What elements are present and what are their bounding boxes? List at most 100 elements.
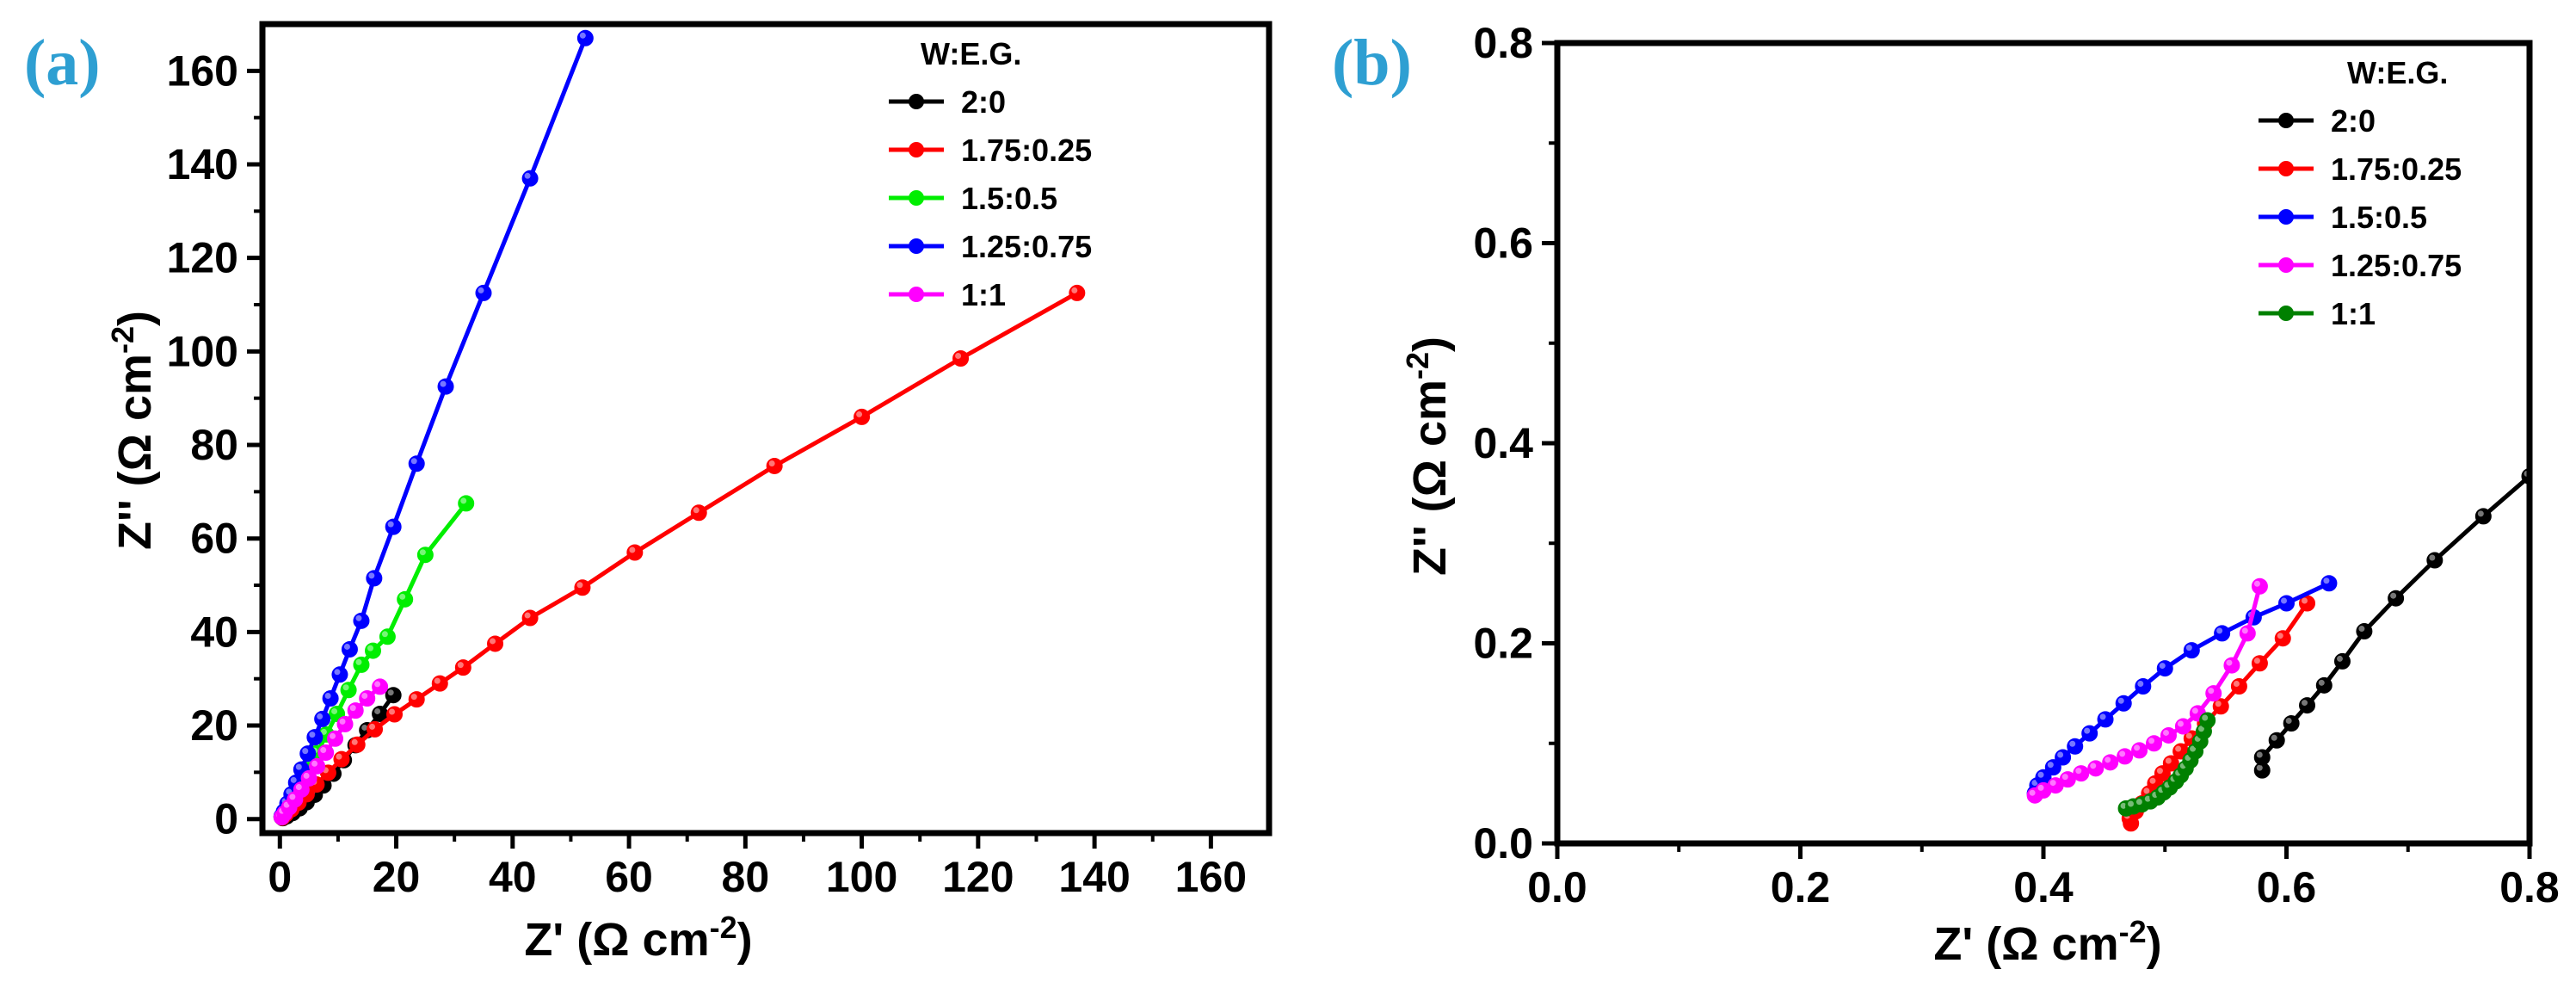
panel-a-data-point (359, 690, 376, 707)
panel-b-data-point (2146, 735, 2163, 752)
panel-b-data-point-highlight (2253, 580, 2260, 587)
panel-b-data-point (2223, 657, 2240, 674)
panel-a-data-point (364, 642, 381, 659)
panel-b-series-1-25-0-75 (2026, 577, 2268, 804)
panel-b-legend-swatch-marker (2278, 306, 2294, 321)
panel-b-data-point (2320, 575, 2338, 592)
panel-b-data-point-highlight (2197, 726, 2204, 732)
panel-a-data-point-highlight (303, 772, 310, 779)
panel-a-data-point (336, 715, 354, 732)
panel-b-data-point-highlight (2302, 700, 2308, 707)
panel-b-data-point-highlight (2075, 768, 2082, 775)
panel-b-data-point-highlight (2037, 771, 2044, 778)
panel-b: (b) 0.0 0.2 0.4 0.6 0.8 0.0 0.2 0.4 0.6 0.8 W:E.G… (1332, 19, 2560, 970)
panel-a-data-point-highlight (361, 724, 368, 731)
panel-b-data-point-highlight (2202, 714, 2209, 721)
panel-a-legend: W:E.G. 2:0 1.75:0.25 1.5:0.5 1.25:0.75 1:1 (889, 36, 1092, 312)
panel-b-data-point-highlight (2271, 734, 2277, 741)
panel-a-legend-label: 1:1 (961, 277, 1006, 312)
panel-b-data-point-highlight (2336, 655, 2343, 662)
panel-b-data-point-highlight (2318, 679, 2325, 686)
panel-b-legend-label: 2:0 (2331, 103, 2376, 139)
panel-a-data-point (309, 757, 326, 775)
panel-b-data-point (2117, 748, 2134, 765)
panel-b-data-point-highlight (2134, 744, 2141, 751)
panel-b-legend-label: 1.25:0.75 (2331, 248, 2462, 283)
panel-a-label: (a) (24, 27, 101, 99)
panel-a-data-point-highlight (399, 593, 406, 600)
panel-b-legend-label: 1.5:0.5 (2331, 200, 2427, 235)
panel-a-data-point (416, 546, 434, 564)
panel-a-data-point-highlight (478, 287, 484, 293)
panel-b-data-point-highlight (2037, 784, 2044, 791)
panel-a-y-tick-label: 60 (190, 515, 238, 563)
panel-b-data-point (2388, 590, 2405, 607)
panel-a-data-point-highlight (289, 793, 296, 800)
panel-a-data-point (1069, 284, 1086, 301)
panel-b-data-point (2299, 697, 2316, 714)
panel-b-data-point (2174, 718, 2191, 735)
panel-a-x-tick-label: 20 (373, 853, 421, 901)
panel-b-x-tick-label: 0.0 (1527, 863, 1587, 911)
panel-b-x-tick-label: 0.8 (2499, 863, 2560, 911)
panel-a-data-point-highlight (290, 776, 297, 783)
panel-a-data-point-highlight (302, 748, 309, 755)
panel-b-data-point-highlight (2137, 680, 2144, 687)
panel-b-data-point-highlight (2191, 707, 2198, 714)
panel-b-data-point (2356, 623, 2373, 640)
panel-b-y-tick-label: 0.2 (1473, 620, 1533, 668)
panel-a-x-tick-label: 40 (489, 853, 537, 901)
panel-b-data-point-highlight (2090, 763, 2097, 769)
panel-a-data-point (367, 720, 384, 738)
panel-b-data-point-highlight (2277, 633, 2283, 639)
panel-a-data-point (353, 656, 370, 673)
panel-b-label: (b) (1332, 27, 1412, 99)
panel-a-data-point (766, 457, 783, 474)
panel-b-legend-swatch-marker (2278, 113, 2294, 128)
panel-a-data-point (626, 544, 644, 561)
panel-a-data-point (385, 687, 402, 704)
panel-a-data-point-highlight (311, 760, 318, 767)
panel-a-legend-label: 1.5:0.5 (961, 181, 1057, 216)
panel-b-y-axis-label: Z'' (Ω cm-2) (1400, 337, 1457, 576)
panel-b-data-point (2156, 660, 2173, 677)
panel-a-data-point (385, 518, 402, 535)
panel-a-data-point-highlight (331, 707, 338, 714)
panel-a-data-point-highlight (381, 631, 388, 638)
panel-a-data-point (322, 690, 339, 707)
panel-a-data-point-highlight (576, 582, 583, 589)
panel-a-legend-label: 1.75:0.25 (961, 133, 1092, 168)
panel-a-data-point-highlight (387, 521, 394, 528)
panel-a-data-point (386, 706, 404, 723)
panel-a-data-point-highlight (419, 549, 426, 556)
panel-a-data-point-highlight (440, 380, 447, 387)
panel-a-data-point-highlight (361, 693, 368, 700)
panel-a-data-point-highlight (339, 718, 346, 725)
panel-b-data-point-highlight (2084, 727, 2091, 734)
panel-a-data-point-highlight (295, 763, 302, 770)
panel-a-data-point-highlight (367, 645, 373, 651)
panel-a-data-point (333, 750, 350, 768)
panel-a-legend-label: 2:0 (961, 84, 1006, 120)
panel-a-data-point-highlight (368, 572, 375, 579)
panel-b-data-point (2333, 652, 2351, 670)
panel-a-data-point (314, 710, 331, 727)
panel-a-legend-label: 1.25:0.75 (961, 229, 1092, 264)
panel-b-data-point-highlight (2029, 789, 2036, 796)
panel-a-series (273, 29, 1086, 827)
panel-a-data-point (952, 349, 970, 367)
panel-a-data-point (306, 729, 324, 746)
panel-b-data-point (2205, 685, 2222, 702)
panel-a-data-point-highlight (334, 669, 341, 676)
panel-b-data-point-highlight (2185, 732, 2192, 739)
panel-a-data-point-highlight (317, 713, 324, 719)
panel-b-legend-title: W:E.G. (2347, 55, 2448, 90)
panel-a-legend-swatch-marker (909, 287, 924, 302)
panel-b-data-point (2097, 711, 2114, 728)
panel-a-data-point (299, 745, 317, 763)
panel-a-data-point-highlight (457, 662, 464, 669)
panel-a-data-point (521, 170, 539, 187)
panel-b-data-point-highlight (2120, 802, 2127, 809)
panel-b-data-point-highlight (2069, 740, 2076, 747)
panel-b-data-point-highlight (2208, 688, 2215, 695)
